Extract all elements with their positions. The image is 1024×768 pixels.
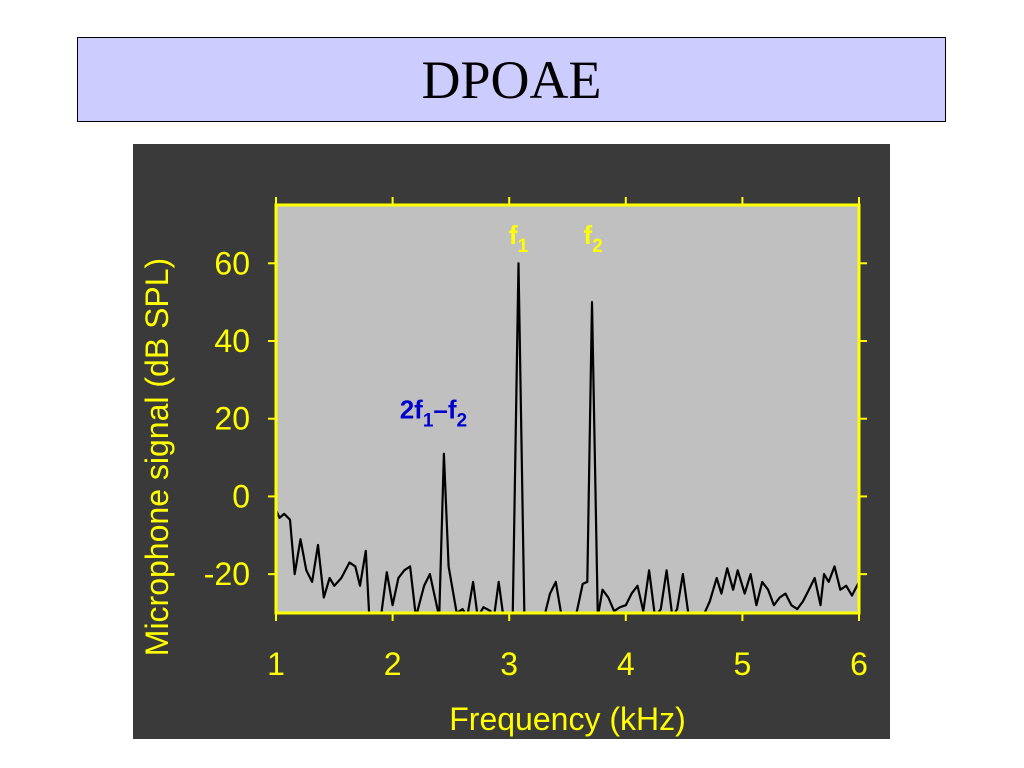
x-tick-label-2: 3 [500, 646, 518, 682]
peak-label-1: f2 [584, 220, 603, 257]
y-axis-label: Microphone signal (dB SPL) [139, 258, 175, 656]
y-tick-label-0: -20 [204, 556, 250, 592]
x-tick-label-1: 2 [384, 646, 402, 682]
x-tick-labels: 1 2 3 4 5 6 [267, 646, 868, 682]
dpoae-spectrum-chart: -20 0 20 40 60 1 2 3 4 5 6 f1 f2 2f1–f2 Frequency (… [139, 197, 868, 737]
peak-label-2: 2f1–f2 [400, 395, 467, 432]
chart-figure: -20 0 20 40 60 1 2 3 4 5 6 f1 f2 2f1–f2 Frequency (… [133, 144, 890, 739]
x-tick-label-3: 4 [617, 646, 635, 682]
x-tick-label-5: 6 [850, 646, 868, 682]
x-tick-label-0: 1 [267, 646, 285, 682]
y-tick-label-3: 40 [214, 323, 250, 359]
plot-area [276, 205, 859, 613]
y-tick-label-2: 20 [214, 401, 250, 437]
spectrum-trace-group [276, 262, 859, 613]
peak-annotations: f1 f2 2f1–f2 [400, 220, 603, 432]
plot-frame [274, 203, 861, 615]
x-axis-label: Frequency (kHz) [449, 701, 686, 737]
slide-title: DPOAE [421, 49, 602, 110]
x-tick-label-4: 5 [734, 646, 752, 682]
peak-label-0: f1 [509, 220, 529, 257]
y-tick-labels: -20 0 20 40 60 [204, 245, 250, 592]
y-tick-label-1: 0 [232, 478, 250, 514]
spectrum-trace-0 [276, 262, 859, 613]
y-tick-label-4: 60 [214, 245, 250, 281]
slide-title-banner: DPOAE [77, 37, 946, 122]
